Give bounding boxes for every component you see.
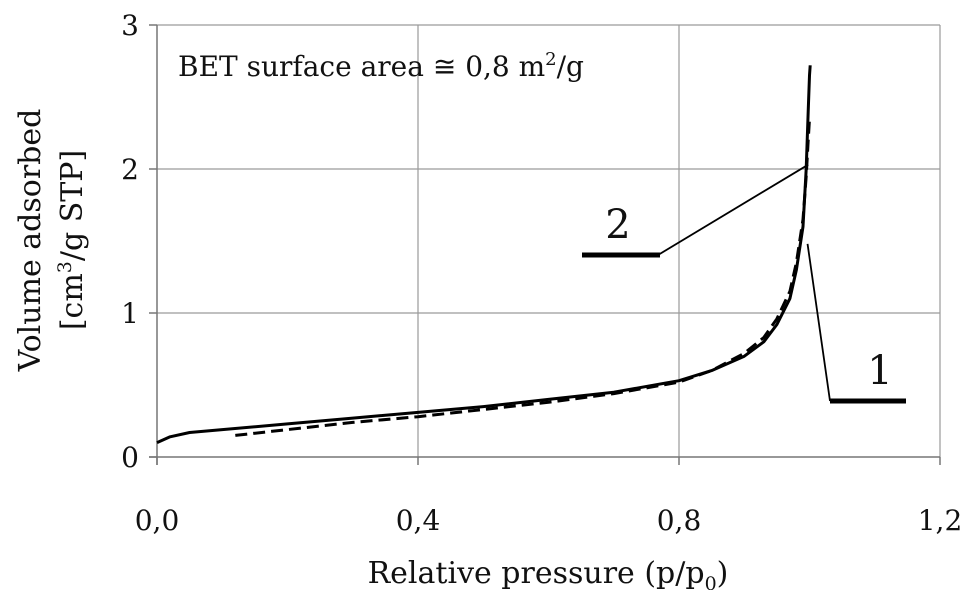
series-line-2	[235, 118, 811, 437]
y-axis-title-line2: [cm3/g STP]	[54, 150, 90, 330]
axes	[149, 24, 941, 465]
x-tick-labels: 0,0 0,4 0,8 1,2	[135, 504, 963, 537]
y-axis-title-line1: Volume adsorbed	[13, 109, 48, 373]
x-tick-label: 0,4	[396, 504, 441, 537]
series-line-1	[156, 65, 812, 444]
callout-leader-1	[806, 243, 831, 402]
grid	[157, 24, 941, 457]
series-lines	[156, 65, 812, 444]
x-tick-label: 1,2	[918, 504, 963, 537]
y-tick-label: 0	[121, 441, 139, 474]
y-tick-label: 3	[121, 9, 139, 42]
y-tick-label: 2	[121, 153, 139, 186]
callouts: 21	[582, 163, 906, 404]
callout-label-2: 2	[605, 202, 630, 248]
y-tick-labels: 0 1 2 3	[121, 9, 139, 474]
bet-annotation: BET surface area ≅ 0,8 m2/g	[178, 49, 584, 83]
callout-leader-2	[657, 163, 809, 256]
x-tick-label: 0,0	[135, 504, 180, 537]
x-axis-title: Relative pressure (p/p0)	[368, 556, 729, 590]
y-tick-label: 1	[121, 297, 139, 330]
x-tick-label: 0,8	[657, 504, 702, 537]
callout-label-1: 1	[867, 348, 892, 394]
